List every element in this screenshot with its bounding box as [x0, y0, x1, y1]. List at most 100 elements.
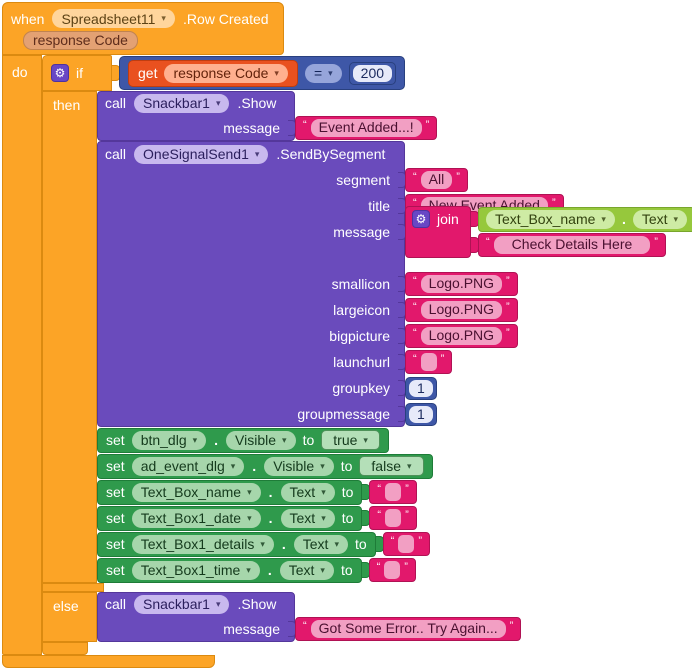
text-value[interactable]: [420, 353, 437, 371]
component-dropdown[interactable]: Text_Box1_date ▾: [131, 508, 261, 528]
component-dropdown[interactable]: Text_Box1_time ▾: [131, 560, 260, 580]
logic-value: false: [371, 458, 401, 474]
property-dropdown[interactable]: Visible ▾: [264, 456, 334, 476]
empty-text-block[interactable]: “ ”: [368, 558, 416, 582]
event-parameter[interactable]: response Code: [23, 31, 138, 50]
variable-dropdown[interactable]: response Code ▾: [164, 63, 288, 83]
param-socket: “ Logo.PNG ”: [398, 298, 518, 322]
do-slot-spine: do: [2, 55, 42, 655]
quote-close: ”: [654, 236, 658, 248]
component-dropdown[interactable]: Snackbar1 ▾: [134, 594, 230, 614]
get-variable-block[interactable]: get response Code ▾: [128, 59, 298, 87]
call-onesignal-sendbysegment-block[interactable]: call OneSignalSend1 ▾ .SendBySegment seg…: [97, 141, 692, 427]
set-property-block[interactable]: set Text_Box1_date ▾ . Text ▾: [97, 505, 363, 531]
chevron-down-icon: ▾: [215, 97, 221, 108]
equals-compare-block[interactable]: get response Code ▾ = ▾: [119, 56, 406, 90]
text-string-block[interactable]: “ Got Some Error.. Try Again... ”: [295, 617, 522, 641]
property-name: Text: [289, 510, 316, 526]
quote-close: ”: [551, 197, 556, 209]
text-value[interactable]: Event Added...!: [310, 119, 422, 137]
component-dropdown[interactable]: Text_Box1_details ▾: [131, 534, 274, 554]
text-value[interactable]: Got Some Error.. Try Again...: [310, 620, 506, 638]
number-block[interactable]: 1: [405, 402, 437, 426]
property-name: Text: [289, 484, 316, 500]
number-value[interactable]: 1: [409, 405, 433, 423]
component-name: Text_Box1_time: [140, 562, 241, 578]
mutator-gear-icon[interactable]: ⚙: [412, 210, 430, 228]
text-value[interactable]: Logo.PNG: [420, 301, 503, 319]
text-value[interactable]: Check Details Here: [493, 236, 651, 254]
number-block[interactable]: 1: [405, 376, 437, 400]
call-keyword: call: [105, 596, 127, 612]
text-value[interactable]: [385, 509, 402, 527]
chevron-down-icon: ▾: [230, 460, 236, 471]
text-string-block[interactable]: “ ”: [405, 350, 453, 374]
number-value[interactable]: 200: [352, 64, 393, 82]
then-slot-spine: then: [42, 91, 97, 583]
if-control-block[interactable]: ⚙ if get response Code ▾: [42, 55, 692, 655]
component-dropdown[interactable]: Text_Box_name ▾: [486, 209, 615, 229]
mutator-gear-icon[interactable]: ⚙: [51, 64, 69, 82]
chevron-down-icon: ▾: [320, 564, 325, 575]
text-value[interactable]: [398, 535, 415, 553]
component-name: Text_Box1_date: [140, 510, 242, 526]
property-dropdown[interactable]: Text ▾: [280, 482, 335, 502]
component-dropdown[interactable]: Text_Box_name ▾: [131, 482, 261, 502]
call-snackbar-show-block-else[interactable]: call Snackbar1 ▾ .Show message: [97, 592, 522, 642]
set-property-block[interactable]: set btn_dlg ▾ . Visible ▾ to: [97, 427, 389, 453]
property-dropdown[interactable]: Visible ▾: [226, 430, 296, 450]
set-property-block[interactable]: set Text_Box1_time ▾ . Text ▾: [97, 557, 362, 583]
when-block-header: when Spreadsheet11 ▾ .Row Created respon…: [2, 2, 284, 55]
operator-dropdown[interactable]: = ▾: [304, 63, 342, 83]
component-dropdown[interactable]: ad_event_dlg ▾: [131, 456, 245, 476]
logic-false-block[interactable]: false ▾: [359, 456, 424, 476]
component-property-get-block[interactable]: Text_Box_name ▾ . Text ▾: [478, 206, 692, 232]
set-property-block[interactable]: set ad_event_dlg ▾ . Visible ▾: [97, 453, 433, 479]
text-value[interactable]: [384, 561, 401, 579]
property-dropdown[interactable]: Text ▾: [279, 560, 334, 580]
text-value[interactable]: Logo.PNG: [420, 275, 503, 293]
empty-text-block[interactable]: “ ”: [369, 506, 417, 530]
component-dropdown[interactable]: Snackbar1 ▾: [134, 93, 230, 113]
number-block[interactable]: 200: [348, 61, 397, 85]
property-dropdown[interactable]: Text ▾: [293, 534, 348, 554]
number-value[interactable]: 1: [409, 379, 433, 397]
property-dropdown[interactable]: Text ▾: [280, 508, 335, 528]
component-dropdown[interactable]: OneSignalSend1 ▾: [134, 144, 269, 164]
text-string-block[interactable]: “ Logo.PNG ”: [405, 298, 518, 322]
text-string-block[interactable]: “ Event Added...! ”: [295, 116, 438, 140]
set-property-block[interactable]: set Text_Box1_details ▾ . Text ▾: [97, 531, 376, 557]
component-dropdown[interactable]: btn_dlg ▾: [131, 430, 207, 450]
chevron-down-icon: ▾: [321, 486, 326, 497]
text-string-block[interactable]: “ Check Details Here ”: [478, 233, 666, 257]
call-keyword: call: [105, 95, 127, 111]
quote-open: “: [377, 509, 382, 521]
quote-open: “: [390, 535, 395, 547]
chevron-down-icon: ▾: [274, 67, 279, 78]
event-component-dropdown[interactable]: Spreadsheet11 ▾: [52, 9, 175, 28]
property-dropdown[interactable]: Text ▾: [632, 209, 688, 229]
text-string-block[interactable]: “ Logo.PNG ”: [405, 324, 518, 348]
empty-text-block[interactable]: “ ”: [369, 480, 417, 504]
text-value[interactable]: [385, 483, 402, 501]
when-keyword: when: [11, 10, 45, 27]
component-name: OneSignalSend1: [143, 146, 249, 162]
param-label: message: [333, 224, 390, 240]
text-string-block[interactable]: “ Logo.PNG ”: [405, 272, 518, 296]
then-label: then: [53, 97, 81, 113]
chevron-down-icon: ▾: [247, 512, 252, 523]
set-property-block[interactable]: set Text_Box_name ▾ . Text ▾: [97, 479, 363, 505]
empty-text-block[interactable]: “ ”: [382, 532, 430, 556]
text-value[interactable]: Logo.PNG: [420, 327, 503, 345]
chevron-down-icon: ▾: [254, 148, 260, 159]
call-snackbar-show-block[interactable]: call Snackbar1 ▾ .Show message: [97, 91, 438, 141]
param-socket: ⚙ join Text_Box_name ▾: [398, 206, 692, 258]
to-keyword: to: [341, 510, 354, 526]
text-string-block[interactable]: “ All ”: [405, 168, 468, 192]
text-value[interactable]: All: [420, 171, 453, 189]
logic-true-block[interactable]: true ▾: [321, 430, 380, 450]
property-name: Text: [641, 211, 668, 227]
join-text-block[interactable]: ⚙ join Text_Box_name ▾: [405, 206, 692, 258]
